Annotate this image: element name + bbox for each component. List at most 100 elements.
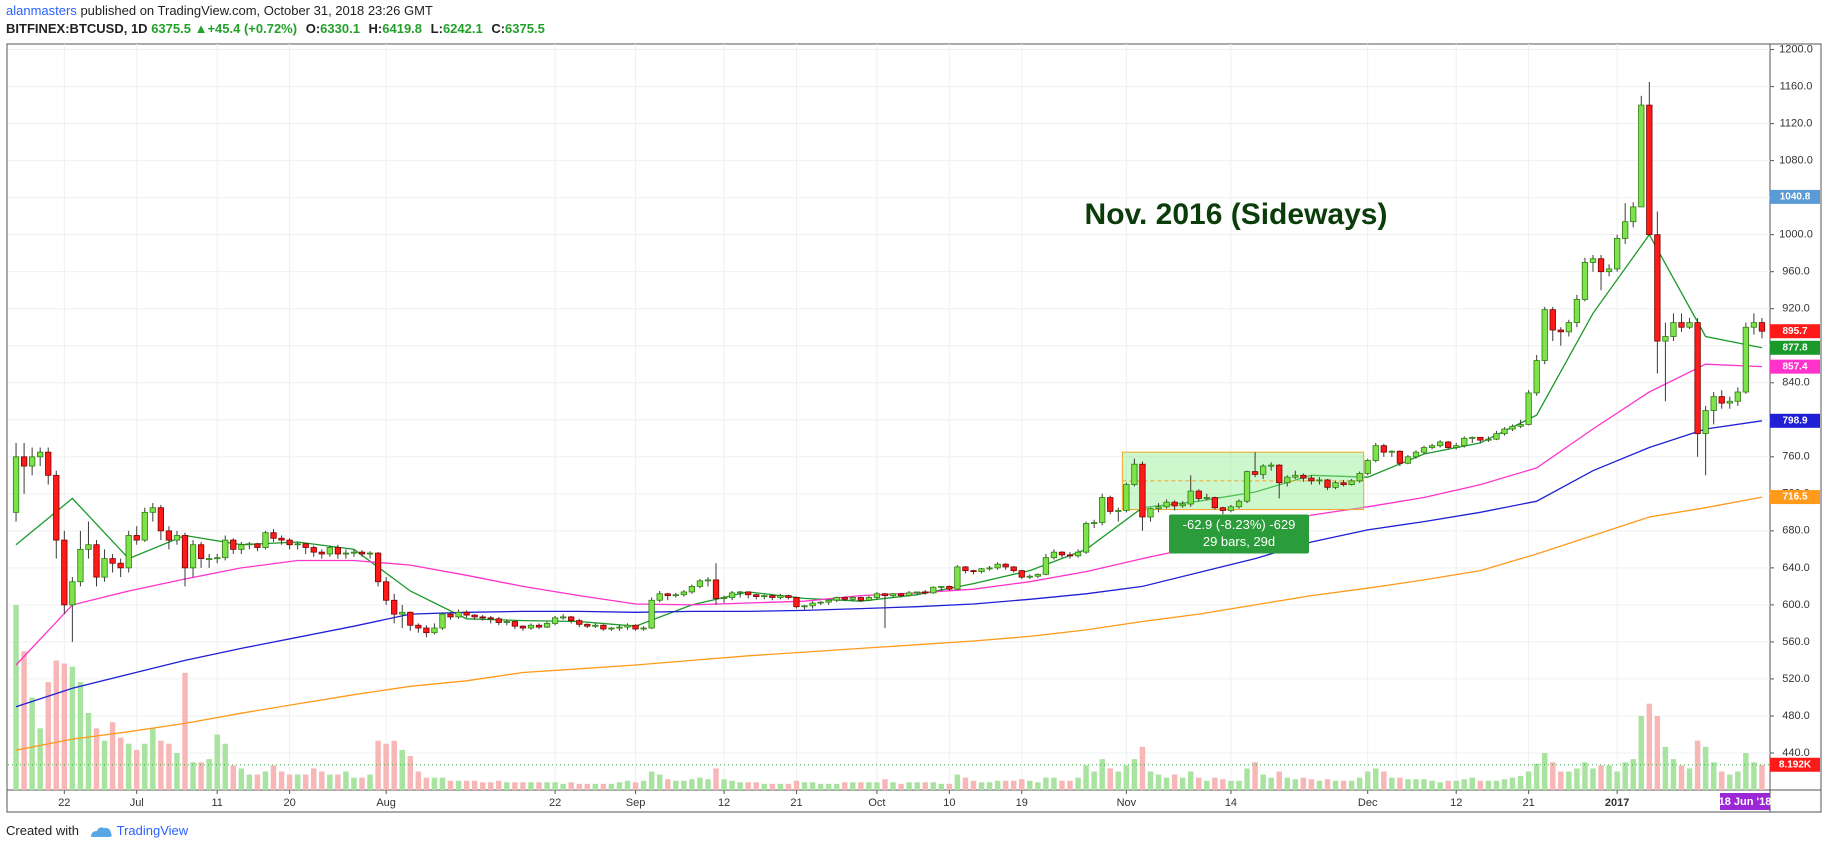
x-tick-label: 12 xyxy=(718,797,730,809)
volume-bar xyxy=(1662,746,1669,790)
volume-bar xyxy=(536,782,542,790)
x-tick-label: 12 xyxy=(1450,797,1462,809)
volume-bar xyxy=(45,682,51,790)
price: 6375.5 xyxy=(151,21,191,36)
y-tick-label: 760.0 xyxy=(1782,451,1810,463)
volume-bar xyxy=(1083,765,1089,790)
candle-body xyxy=(1702,410,1709,435)
price-tag-label: 877.8 xyxy=(1782,342,1807,353)
volume-bar xyxy=(640,780,647,790)
volume-bar xyxy=(1509,777,1516,790)
volume-bar xyxy=(85,712,92,790)
candle-body xyxy=(905,592,913,597)
volume-bar xyxy=(1252,762,1258,790)
candle-body xyxy=(1268,464,1275,467)
volume-bar xyxy=(133,749,140,790)
volume-bar xyxy=(1614,771,1620,790)
x-tick-label: 22 xyxy=(58,797,70,809)
candle-body xyxy=(53,474,60,541)
volume-bar xyxy=(978,782,985,790)
volume-bar xyxy=(359,777,365,790)
candle-body xyxy=(527,624,535,629)
candle-body xyxy=(391,599,398,615)
price-tag xyxy=(1770,189,1820,204)
ohlc-value: 6419.8 xyxy=(382,21,423,36)
volume-bar xyxy=(1171,774,1178,790)
measure-label: 29 bars, 29d xyxy=(1203,534,1275,549)
volume-bar xyxy=(656,774,663,790)
volume-bar xyxy=(21,651,27,790)
candle-body xyxy=(1670,322,1677,337)
candle-body xyxy=(358,551,366,555)
volume-bar xyxy=(1517,776,1524,790)
candle-body xyxy=(551,617,559,624)
volume-bar xyxy=(1356,777,1363,790)
candle-body xyxy=(1396,450,1404,464)
candle-body xyxy=(1734,391,1741,402)
x-tick-label: 20 xyxy=(283,797,295,809)
volume-bar xyxy=(343,771,349,790)
candle-body xyxy=(503,621,510,623)
y-tick-label: 560.0 xyxy=(1782,636,1810,648)
volume-bar xyxy=(1622,762,1628,790)
candle-body xyxy=(1147,508,1154,518)
candle-body xyxy=(640,627,647,630)
candle-body xyxy=(600,624,607,630)
volume-bar xyxy=(270,765,277,790)
y-tick-label: 520.0 xyxy=(1782,673,1810,685)
candle-body xyxy=(222,539,229,559)
candle-body xyxy=(560,616,567,619)
candle-body xyxy=(849,597,856,600)
candle-body xyxy=(1276,464,1283,484)
volume-bar xyxy=(1284,777,1290,790)
candle-body xyxy=(1445,441,1452,448)
y-tick-label: 480.0 xyxy=(1782,710,1810,722)
candle-body xyxy=(1493,433,1500,440)
candle-body xyxy=(1115,510,1122,512)
candle-body xyxy=(1243,471,1251,502)
candle-body xyxy=(1179,503,1186,507)
volume-bar xyxy=(1123,765,1130,790)
volume-bar xyxy=(1727,774,1733,790)
brand[interactable]: TradingView xyxy=(116,823,189,838)
volume-bar xyxy=(737,782,743,790)
candle-body xyxy=(1316,479,1323,482)
volume-bar xyxy=(1541,753,1548,790)
volume-bar xyxy=(246,774,253,790)
candle-body xyxy=(1131,463,1138,485)
author[interactable]: alanmasters xyxy=(6,3,77,18)
candle-body xyxy=(1155,506,1162,510)
volume-bar xyxy=(1397,777,1403,790)
candle-body xyxy=(889,593,897,597)
candle-body xyxy=(897,593,905,597)
volume-bar xyxy=(632,782,639,790)
volume-bar xyxy=(158,740,164,790)
candle-body xyxy=(1300,474,1307,479)
candle-body xyxy=(841,597,848,600)
volume-bar xyxy=(624,780,631,790)
price-tag-label: 857.4 xyxy=(1782,361,1807,372)
volume-bar xyxy=(439,777,446,790)
candle-body xyxy=(302,543,309,548)
volume-bar xyxy=(1131,759,1138,790)
candle-body xyxy=(648,599,655,629)
volume-bar xyxy=(721,779,727,790)
volume-bar xyxy=(648,771,655,790)
volume-bar xyxy=(970,780,977,790)
volume-bar xyxy=(1059,780,1065,790)
candle-body xyxy=(624,624,631,628)
candle-body xyxy=(1509,425,1516,430)
candle-body xyxy=(117,562,124,569)
ohlc-value: 6242.1 xyxy=(442,21,483,36)
volume-bar xyxy=(1139,746,1146,790)
volume-bar xyxy=(1027,780,1033,790)
candle-body xyxy=(970,570,977,573)
volume-bar xyxy=(109,722,116,790)
candle-body xyxy=(704,579,712,582)
volume-bar xyxy=(890,782,896,790)
candle-body xyxy=(1622,221,1629,239)
candle-body xyxy=(294,543,301,546)
volume-bar xyxy=(793,780,800,790)
x-tick-label: 14 xyxy=(1225,797,1237,809)
price-tag xyxy=(1770,324,1820,339)
